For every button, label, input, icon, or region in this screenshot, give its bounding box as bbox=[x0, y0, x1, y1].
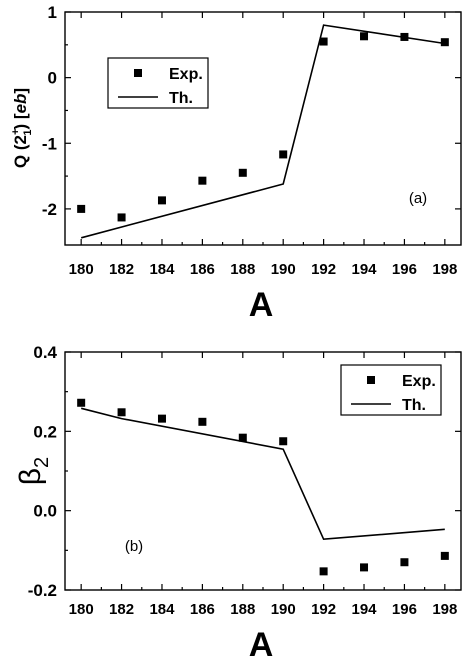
y-axis-label-main: Q (2 bbox=[11, 135, 30, 168]
y-axis-label-main: β bbox=[14, 468, 47, 485]
y-tick-label: -0.2 bbox=[28, 581, 57, 600]
legend: Exp. Th. bbox=[340, 364, 442, 416]
y-axis-label-sup: + bbox=[10, 129, 22, 135]
y-axis-label-sub: 1 bbox=[22, 129, 34, 135]
legend: Exp. Th. bbox=[107, 57, 209, 109]
x-tick-label: 188 bbox=[230, 261, 255, 278]
theory-line bbox=[80, 24, 445, 239]
x-tick-label: 184 bbox=[149, 601, 175, 618]
y-axis-label: β2 bbox=[14, 457, 53, 485]
x-tick-label: 180 bbox=[69, 261, 94, 278]
exp-data-point bbox=[157, 414, 166, 423]
exp-data-point bbox=[440, 38, 449, 47]
exp-data-point bbox=[279, 437, 288, 446]
y-tick-label: 0.4 bbox=[33, 343, 57, 362]
y-tick-label: -2 bbox=[42, 200, 57, 219]
x-tick-label: 186 bbox=[190, 601, 215, 618]
exp-data-point bbox=[279, 150, 288, 159]
x-tick-label: 198 bbox=[432, 261, 457, 278]
exp-data-point bbox=[198, 417, 207, 426]
exp-data-point bbox=[319, 567, 328, 576]
x-tick-label: 182 bbox=[109, 261, 134, 278]
legend-box bbox=[107, 57, 209, 109]
exp-data-point bbox=[319, 37, 328, 46]
x-tick-label: 188 bbox=[230, 601, 255, 618]
x-tick-label: 184 bbox=[149, 261, 175, 278]
plot-frame bbox=[64, 11, 462, 246]
exp-data-point bbox=[400, 558, 409, 567]
exp-data-point bbox=[157, 196, 166, 205]
legend-label-th: Th. bbox=[169, 90, 193, 107]
y-axis-label: Q (2+1) [eb] bbox=[10, 88, 34, 168]
y-tick-label: 0.0 bbox=[33, 502, 57, 521]
x-tick-label: 180 bbox=[69, 601, 94, 618]
chart-panel-a: 180 182 184 186 188 190 192 194 196 198 1 0 -1 -2 A Q (… bbox=[10, 3, 462, 324]
y-axis-label-sub: 2 bbox=[31, 457, 53, 468]
y-axis-label-tail: ) [ bbox=[11, 113, 30, 129]
y-tick-label: 0.2 bbox=[33, 422, 57, 441]
exp-data-point bbox=[117, 213, 126, 222]
legend-marker-exp bbox=[134, 69, 142, 77]
x-tick-label: 198 bbox=[432, 601, 457, 618]
y-tick-label: 1 bbox=[48, 3, 57, 22]
y-tick-label: -1 bbox=[42, 134, 57, 153]
theory-line bbox=[81, 407, 445, 541]
x-tick-label: 194 bbox=[352, 261, 378, 278]
x-axis-label: A bbox=[249, 286, 274, 324]
x-tick-label: 192 bbox=[311, 261, 336, 278]
legend-label-exp: Exp. bbox=[402, 373, 436, 390]
x-tick-label: 196 bbox=[392, 601, 417, 618]
exp-data-point bbox=[198, 176, 207, 185]
panel-label: (b) bbox=[125, 538, 143, 555]
legend-box bbox=[340, 364, 442, 416]
x-tick-label: 190 bbox=[271, 601, 296, 618]
exp-data-point bbox=[77, 204, 86, 213]
exp-data-point bbox=[360, 32, 369, 41]
y-tick-label: 0 bbox=[48, 69, 57, 88]
x-tick-label: 194 bbox=[352, 601, 378, 618]
y-axis-label-end: ] bbox=[11, 88, 30, 94]
exp-data-point bbox=[440, 551, 449, 560]
legend-label-th: Th. bbox=[402, 397, 426, 414]
x-tick-label: 192 bbox=[311, 601, 336, 618]
legend-marker-exp bbox=[367, 376, 375, 384]
x-tick-label: 186 bbox=[190, 261, 215, 278]
x-tick-label: 196 bbox=[392, 261, 417, 278]
x-tick-label: 190 bbox=[271, 261, 296, 278]
exp-data-point bbox=[238, 433, 247, 442]
exp-data-point bbox=[77, 398, 86, 407]
exp-data-point bbox=[238, 168, 247, 177]
panel-label: (a) bbox=[409, 190, 427, 207]
exp-data-point bbox=[360, 563, 369, 572]
y-axis-label-unit: eb bbox=[11, 94, 30, 114]
chart-panel-b: 180 182 184 186 188 190 192 194 196 198 0.4 0.2 0.0 -… bbox=[14, 343, 462, 656]
x-tick-label: 182 bbox=[109, 601, 134, 618]
legend-label-exp: Exp. bbox=[169, 66, 203, 83]
exp-data-point bbox=[117, 408, 126, 417]
x-axis-label: A bbox=[249, 626, 274, 656]
